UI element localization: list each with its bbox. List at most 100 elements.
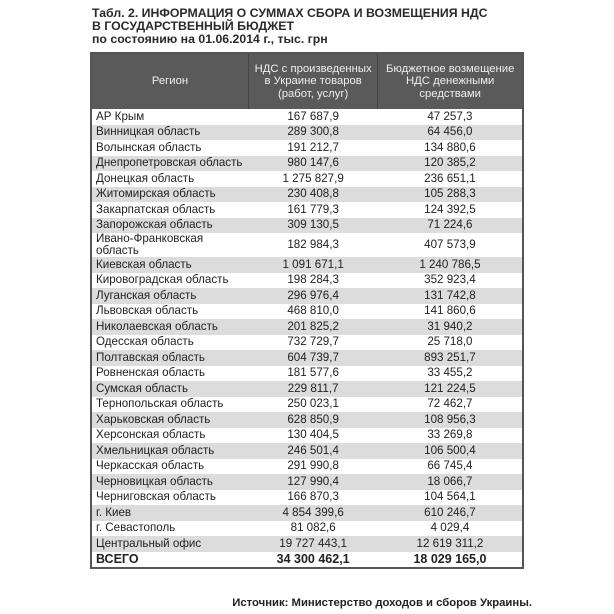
header-region: Регион bbox=[90, 53, 249, 109]
table-row: Николаевская область 201 825,2 31 940,2 bbox=[91, 319, 523, 335]
table-row: г. Киев 4 854 399,6 610 246,7 bbox=[91, 505, 523, 521]
cell-region: г. Севастополь bbox=[96, 521, 176, 535]
table-row: Одесская область 732 729,7 25 718,0 bbox=[91, 335, 523, 351]
cell-vat-collected: 1 275 827,9 bbox=[282, 171, 344, 185]
cell-vat-collected: 127 990,4 bbox=[248, 474, 378, 490]
cell-vat-collected: 732 729,7 bbox=[287, 335, 339, 349]
cell-vat-collected: 628 850,9 bbox=[248, 412, 378, 428]
cell-region: Закарпатская область bbox=[96, 202, 216, 216]
table-row: Днепропетровская область 980 147,6 120 385… bbox=[91, 155, 523, 171]
cell-region: Днепропетровская область bbox=[91, 155, 249, 171]
cell-region: Кировоградская область bbox=[96, 273, 229, 287]
cell-region: Ивано-Франковская область bbox=[96, 232, 204, 257]
table-row: АР Крым 167 687,9 47 257,3 bbox=[91, 109, 523, 125]
cell-vat-collected: 1 091 671,1 bbox=[248, 257, 378, 273]
cell-region: Винницкая область bbox=[91, 124, 249, 140]
cell-vat-refund: 105 288,3 bbox=[377, 186, 523, 202]
header-vat-collected: НДС с произведенных в Украине товаров (р… bbox=[247, 53, 378, 109]
source-note: Источник: Министерство доходов и сборов … bbox=[232, 597, 532, 609]
cell-vat-collected: 161 779,3 bbox=[287, 202, 339, 216]
title-line-2: В ГОСУДАРСТВЕННЫЙ БЮДЖЕТ bbox=[92, 19, 294, 33]
cell-region: Николаевская область bbox=[91, 319, 249, 335]
cell-region: Черновицкая область bbox=[91, 474, 249, 490]
cell-vat-refund: 407 573,9 bbox=[424, 238, 476, 251]
table-row: Тернопольская область 250 023,1 72 462,7 bbox=[91, 397, 523, 413]
cell-vat-collected: 980 147,6 bbox=[248, 155, 378, 171]
total-vat-collected: 34 300 462,1 bbox=[248, 551, 378, 568]
cell-region: Хмельницкая область bbox=[91, 443, 249, 459]
table-row: Волынская область 191 212,7 134 880,6 bbox=[91, 140, 523, 156]
cell-vat-refund: 25 718,0 bbox=[427, 335, 473, 349]
table-row: Центральный офис 19 727 443,1 12 619 311,2 bbox=[91, 536, 523, 552]
table-row: Черкасская область 291 990,8 66 745,4 bbox=[91, 459, 523, 475]
cell-region: Ровненская область bbox=[96, 366, 206, 380]
cell-vat-collected: 19 727 443,1 bbox=[248, 536, 378, 552]
cell-region: Львовская область bbox=[96, 304, 199, 318]
cell-vat-refund: 106 500,4 bbox=[377, 443, 523, 459]
header-row: Регион НДС с произведенных в Украине тов… bbox=[90, 53, 523, 109]
cell-vat-collected: 604 739,7 bbox=[248, 350, 378, 366]
cell-vat-collected: 291 990,8 bbox=[287, 459, 339, 473]
cell-vat-collected: 250 023,1 bbox=[287, 397, 339, 411]
cell-vat-collected: 230 408,8 bbox=[248, 186, 378, 202]
total-row: ВСЕГО 34 300 462,1 18 029 165,0 bbox=[91, 551, 523, 568]
cell-vat-refund: 12 619 311,2 bbox=[377, 536, 523, 552]
cell-vat-refund: 121 224,5 bbox=[377, 381, 523, 397]
cell-vat-collected: 289 300,8 bbox=[248, 124, 378, 140]
cell-region: г. Киев bbox=[91, 505, 249, 521]
table-row: Закарпатская область 161 779,3 124 392,5 bbox=[91, 202, 523, 218]
cell-vat-refund: 66 745,4 bbox=[427, 459, 473, 473]
cell-vat-collected: 182 984,3 bbox=[287, 238, 339, 251]
cell-vat-refund: 4 029,4 bbox=[430, 521, 470, 535]
cell-vat-collected: 167 687,9 bbox=[287, 109, 339, 123]
cell-vat-refund: 131 742,8 bbox=[377, 288, 523, 304]
cell-region: Тернопольская область bbox=[96, 397, 224, 411]
cell-region: Донецкая область bbox=[96, 171, 195, 185]
table-row: Сумская область 229 811,7 121 224,5 bbox=[91, 381, 523, 397]
cell-vat-collected: 130 404,5 bbox=[287, 428, 339, 442]
table-row: Запорожская область 309 130,5 71 224,6 bbox=[91, 217, 523, 233]
cell-vat-refund: 108 956,3 bbox=[377, 412, 523, 428]
cell-vat-refund: 33 269,8 bbox=[427, 428, 473, 442]
cell-region: Сумская область bbox=[91, 381, 249, 397]
cell-vat-refund: 71 224,6 bbox=[377, 217, 523, 233]
title-line-3: по состоянию на 01.06.2014 г., тыс. грн bbox=[92, 32, 328, 46]
cell-region: АР Крым bbox=[96, 109, 145, 123]
cell-vat-refund: 134 880,6 bbox=[424, 140, 476, 154]
cell-vat-collected: 309 130,5 bbox=[248, 217, 378, 233]
table-row: Донецкая область 1 275 827,9 236 651,1 bbox=[91, 171, 523, 187]
table-row: Херсонская область 130 404,5 33 269,8 bbox=[91, 428, 523, 444]
table-row: Ровненская область 181 577,6 33 455,2 bbox=[91, 366, 523, 382]
cell-vat-refund: 72 462,7 bbox=[427, 397, 473, 411]
cell-vat-collected: 198 284,3 bbox=[287, 273, 339, 287]
table-row: Житомирская область 230 408,8 105 288,3 bbox=[91, 186, 523, 202]
table-row: Луганская область 296 976,4 131 742,8 bbox=[91, 288, 523, 304]
cell-region: Запорожская область bbox=[91, 217, 249, 233]
cell-vat-refund: 64 456,0 bbox=[377, 124, 523, 140]
cell-vat-collected: 166 870,3 bbox=[287, 490, 339, 504]
cell-region: Луганская область bbox=[91, 288, 249, 304]
cell-vat-refund: 1 240 786,5 bbox=[377, 257, 523, 273]
cell-vat-refund: 47 257,3 bbox=[427, 109, 473, 123]
header-vat-refund: Бюджетное возмещение НДС денежными средс… bbox=[377, 53, 523, 109]
cell-vat-refund: 236 651,1 bbox=[424, 171, 476, 185]
table-row: Киевская область 1 091 671,1 1 240 786,5 bbox=[91, 257, 523, 273]
table-row: Черновицкая область 127 990,4 18 066,7 bbox=[91, 474, 523, 490]
table-row: Винницкая область 289 300,8 64 456,0 bbox=[91, 124, 523, 140]
cell-vat-collected: 81 082,6 bbox=[290, 521, 336, 535]
cell-region: Херсонская область bbox=[96, 428, 206, 442]
table-title: Табл. 2. ИНФОРМАЦИЯ О СУММАХ СБОРА И ВОЗ… bbox=[92, 7, 487, 46]
cell-vat-refund: 18 066,7 bbox=[377, 474, 523, 490]
table-row: Львовская область 468 810,0 141 860,6 bbox=[91, 304, 523, 320]
cell-vat-collected: 296 976,4 bbox=[248, 288, 378, 304]
cell-region: Черниговская область bbox=[96, 490, 216, 504]
cell-region: Житомирская область bbox=[91, 186, 249, 202]
cell-vat-refund: 893 251,7 bbox=[377, 350, 523, 366]
table-row: г. Севастополь 81 082,6 4 029,4 bbox=[91, 521, 523, 537]
table-row: Хмельницкая область 246 501,4 106 500,4 bbox=[91, 443, 523, 459]
cell-region: Одесская область bbox=[96, 335, 194, 349]
table-row: Полтавская область 604 739,7 893 251,7 bbox=[91, 350, 523, 366]
cell-vat-collected: 191 212,7 bbox=[287, 140, 339, 154]
cell-vat-collected: 229 811,7 bbox=[248, 381, 378, 397]
cell-vat-refund: 352 923,4 bbox=[424, 273, 476, 287]
